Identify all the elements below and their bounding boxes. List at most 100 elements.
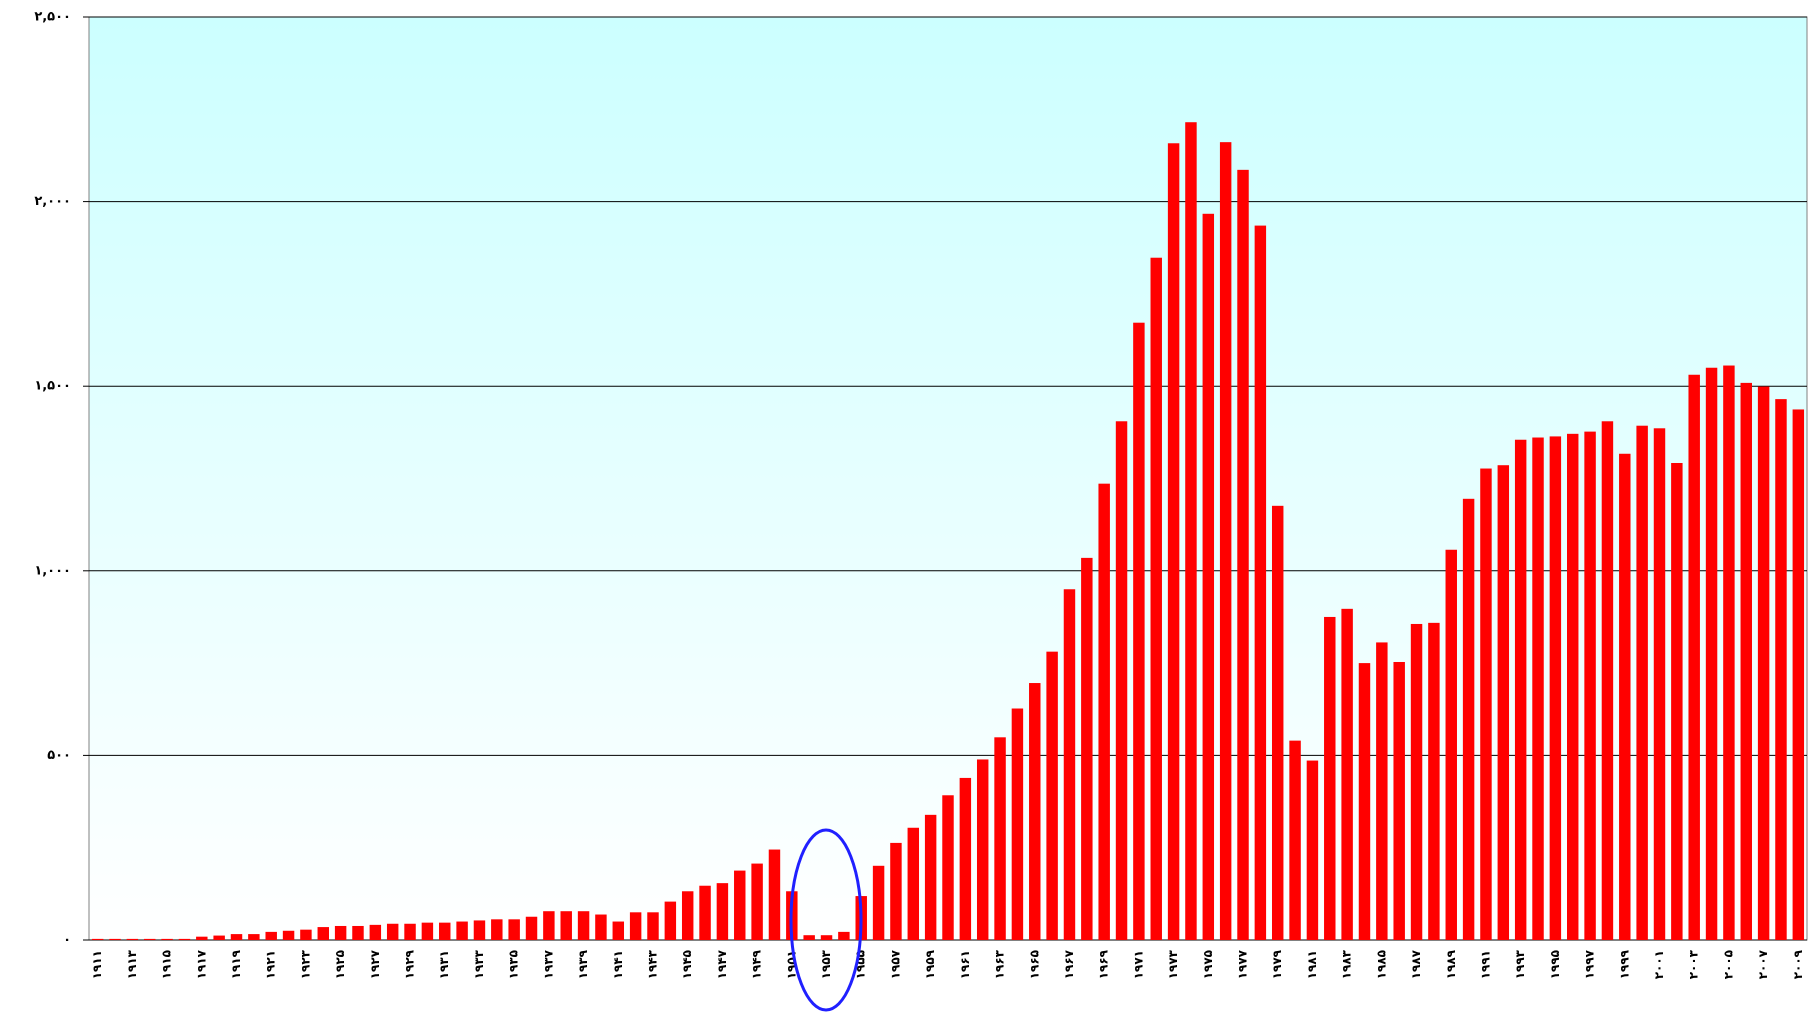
bar [282,930,295,940]
bar [1098,483,1110,940]
bar [1514,439,1527,940]
bar [1029,683,1041,940]
bar [543,911,555,940]
bar [1601,421,1614,940]
bar [924,814,937,940]
x-tick-label: ۱۹۷۵ [1201,950,1215,979]
bar [230,934,243,940]
x-tick-label: ۱۹۸۷ [1409,949,1423,979]
x-tick-label: ۱۹۷۱ [1131,950,1145,979]
y-tick-label: ۱,۵۰۰ [34,379,71,394]
bar [369,924,382,940]
bar [317,927,329,940]
y-tick-label: ۱,۰۰۰ [34,563,71,578]
bar [386,923,399,940]
bar [1167,143,1180,940]
bar [91,938,104,940]
bar [196,936,208,940]
x-tick-label: ۱۹۱۳ [125,949,139,979]
x-tick-label: ۱۹۶۹ [1097,949,1111,979]
bar [907,827,920,940]
bar [1393,661,1405,940]
x-tick-label: ۱۹۴۷ [715,949,729,979]
x-tick-label: ۱۹۱۵ [160,950,174,979]
y-tick-label: ۰ [63,933,71,948]
x-tick-label: ۱۹۷۳ [1166,949,1180,979]
bar [1063,589,1076,940]
bar [1237,169,1249,940]
bar [1740,382,1752,940]
bar [248,934,260,940]
bar [1775,399,1787,940]
bar [803,935,815,940]
bar [1584,431,1596,940]
bar [1324,616,1336,940]
bar [716,883,729,940]
x-tick-label: ۲۰۰۵ [1721,950,1735,979]
bar [1358,663,1371,940]
bar [959,777,972,940]
bar [1115,421,1128,940]
bar [612,921,625,940]
bar [456,921,468,940]
x-tick-label: ۱۹۲۷ [368,949,382,979]
y-tick-label: ۵۰۰ [47,748,71,763]
x-tick-label: ۱۹۷۷ [1236,949,1250,979]
bar [1271,505,1284,940]
bar [1428,622,1440,940]
bar [109,938,121,940]
bar [144,938,156,940]
bar [1723,365,1735,941]
bar [942,795,954,940]
bar [1289,740,1301,940]
bar [734,870,746,940]
bar [1636,425,1648,940]
bar [126,938,139,940]
bar [1462,498,1475,940]
bar [820,935,833,940]
x-tick-label: ۱۹۴۵ [680,950,694,979]
x-tick-label: ۱۹۸۹ [1444,949,1458,979]
bar [1133,322,1145,940]
x-tick-label: ۲۰۰۳ [1687,949,1701,979]
bar [1046,651,1058,940]
x-tick-label: ۲۰۰۹ [1791,949,1805,979]
bar [1445,549,1457,940]
x-tick-label: ۱۹۳۵ [507,950,521,979]
bar [1011,708,1024,940]
bar [890,842,902,940]
x-tick-label: ۲۰۰۱ [1652,950,1666,979]
x-tick-label: ۱۹۲۵ [333,950,347,979]
x-tick-label: ۱۹۱۹ [229,949,243,979]
highlight-ellipse [789,828,863,1012]
x-tick-label: ۱۹۴۹ [750,949,764,979]
bar [404,923,416,940]
bar [300,929,312,940]
bar [1497,465,1510,940]
x-tick-label: ۱۹۶۵ [1027,950,1041,979]
bar [699,885,711,940]
bar [1202,213,1215,941]
x-tick-label: ۱۹۹۵ [1548,950,1562,979]
bar [647,912,659,940]
x-tick-label: ۱۹۳۱ [437,950,451,979]
x-tick-label: ۱۹۱۱ [90,950,104,979]
x-tick-label: ۱۹۹۱ [1478,950,1492,979]
y-tick-label: ۲,۰۰۰ [34,194,71,209]
x-tick-label: ۱۹۸۵ [1374,950,1388,979]
bar [1671,462,1683,940]
x-tick-label: ۱۹۹۷ [1583,949,1597,979]
bar [577,911,590,940]
bar [265,931,277,940]
bar [595,914,607,940]
x-tick-label: ۱۹۶۷ [1062,949,1076,979]
bar [1219,142,1232,940]
x-tick-label: ۱۹۷۹ [1270,949,1284,979]
bar [751,863,763,940]
x-tick-label: ۱۹۸۱ [1305,950,1319,979]
x-tick-label: ۱۹۶۱ [958,950,972,979]
x-tick-label: ۱۹۱۷ [194,949,208,979]
bar [1653,428,1666,940]
bar [161,938,173,940]
